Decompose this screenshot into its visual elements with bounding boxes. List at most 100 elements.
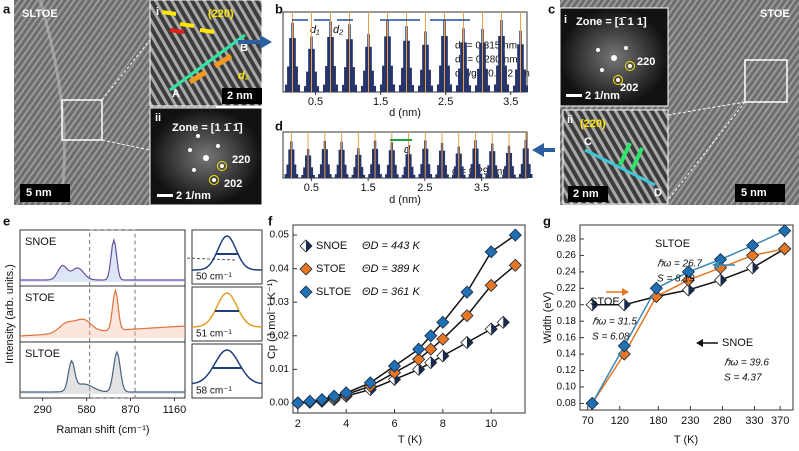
x-tick-label: 6 (391, 418, 397, 430)
spectrum-fill (20, 240, 185, 282)
x-tick-label: 10 (485, 418, 497, 430)
marker-half (418, 363, 425, 376)
profile-bar (411, 166, 414, 178)
marker-diamond (617, 339, 631, 353)
spectrum (20, 350, 185, 393)
profile-bar (362, 174, 366, 178)
data-point (484, 322, 498, 336)
data-point (303, 394, 317, 408)
zoom-line (101, 39, 151, 101)
profile-bar (477, 68, 480, 92)
y-tick-label: 0.14 (557, 349, 577, 360)
profile-bar (388, 36, 391, 92)
profile-bar (335, 84, 339, 92)
profile-bar (286, 164, 289, 178)
marker-half (503, 316, 510, 329)
profile-bar (428, 69, 431, 92)
spot-label: 220 (637, 56, 655, 68)
zoom-line (101, 139, 151, 151)
fwhm-label: 50 cm⁻¹ (196, 272, 233, 283)
profile-line (584, 148, 656, 187)
profile-bar (386, 164, 390, 178)
period-label: d₁ (310, 24, 320, 36)
spacing-note: d₂ = 0.280 nm (455, 55, 518, 66)
profile-bar (346, 39, 349, 92)
marker-diamond (681, 265, 695, 279)
x-tick-label: 0.5 (304, 182, 319, 194)
x-tick-label: 70 (582, 415, 594, 427)
profile-bar (312, 174, 315, 178)
profile-bar (351, 174, 354, 178)
zoom-line (184, 257, 236, 261)
marker-diamond (424, 329, 438, 343)
profile-bar (289, 37, 292, 92)
profile-bar (316, 86, 320, 92)
panel-letter: g (543, 213, 551, 228)
plot-frame (19, 229, 186, 399)
x-tick-label: 0.5 (308, 96, 323, 108)
y-tick-label: 0.05 (270, 230, 290, 241)
profile-bar (442, 150, 446, 178)
x-tick-label: 290 (34, 404, 52, 416)
spot-label: 202 (620, 82, 638, 94)
profile-bar (496, 65, 499, 92)
inset-frame (191, 286, 263, 342)
x-tick-label: 2 (295, 418, 301, 430)
profile-bar (422, 44, 425, 92)
profile-bar (295, 66, 298, 92)
x-tick-label: 1.5 (373, 96, 388, 108)
profile-bar (459, 153, 462, 178)
data-point (339, 386, 353, 400)
panel-a: a SLTOE 5 nm i (220) B A d₂ 2 nm ii Zone… (3, 0, 263, 206)
x-tick-label: 2.5 (417, 182, 432, 194)
profile-bar (479, 42, 482, 92)
data-point (778, 242, 792, 256)
data-point (585, 396, 599, 410)
profile-bar (426, 44, 429, 92)
spot-label: 202 (224, 178, 242, 190)
data-point (363, 376, 377, 390)
profile-bar (460, 42, 463, 92)
profile-bar (438, 150, 442, 178)
data-point (681, 265, 695, 279)
spot-ring (625, 61, 635, 71)
sample-label: SLTOE (22, 8, 58, 20)
spot-ring (209, 175, 219, 185)
legend-marker (299, 239, 313, 253)
x-tick-label: 370 (771, 415, 789, 427)
panel-c: c STOE 5 nm i Zone = [1̄ 1 1] 220 202 2 … (548, 0, 799, 205)
profile-bar (478, 164, 481, 178)
profile-bar (295, 174, 299, 178)
data-point (484, 245, 498, 259)
profile-bar (392, 150, 395, 178)
scale-box (222, 88, 262, 104)
profile-bar (403, 166, 407, 178)
profile-bar (308, 48, 311, 92)
x-tick-label: 8 (440, 418, 446, 430)
scale-box (20, 184, 70, 202)
period-label: d₂ (333, 24, 344, 36)
plot-frame (292, 224, 526, 414)
scale-bar: 5 nm (741, 187, 767, 199)
profile-bar (310, 167, 314, 178)
marker-diamond (387, 359, 402, 373)
y-tick-label: 0.04 (270, 263, 290, 274)
profile-bar (420, 164, 423, 178)
arrow-head (622, 288, 629, 296)
y-tick-label: 0.02 (270, 330, 290, 341)
profile-bar (368, 174, 371, 178)
plane-label: (220) (208, 8, 234, 20)
fit-line (297, 234, 516, 404)
profile-bar (360, 167, 364, 178)
profile-bar (449, 84, 453, 92)
profile-bar (466, 68, 469, 92)
data-point (460, 335, 474, 350)
arrow-head (712, 261, 719, 269)
legend-label: STOE (316, 263, 346, 275)
marker-diamond (460, 309, 474, 323)
profile-bar (373, 85, 377, 92)
data-point (424, 342, 438, 356)
profile-bar (504, 65, 507, 92)
roi-box (744, 59, 788, 103)
